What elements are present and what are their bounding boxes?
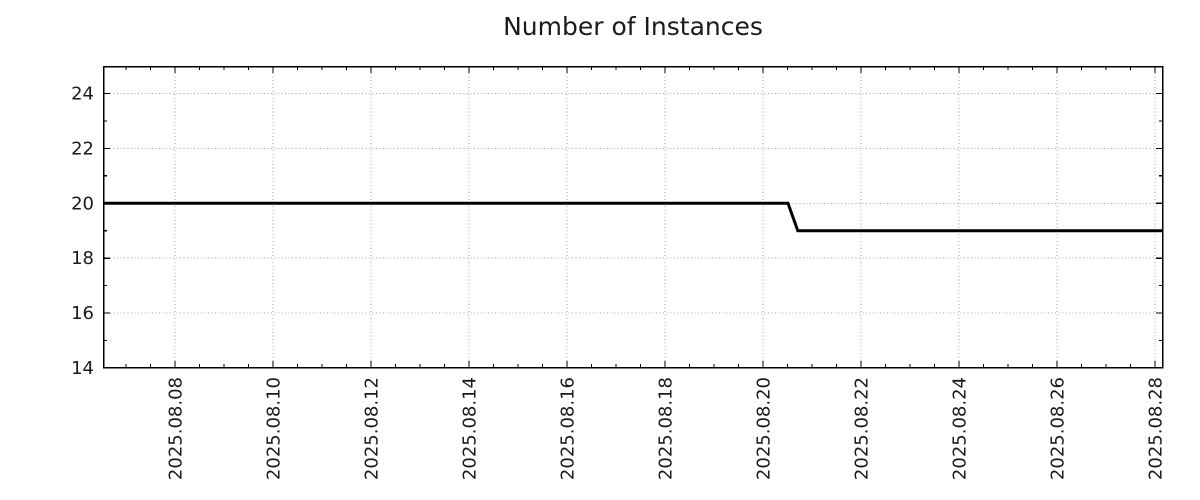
x-tick-label: 2025.08.12 bbox=[361, 377, 382, 480]
y-tick-label: 18 bbox=[71, 248, 94, 269]
plot-border bbox=[102, 65, 1164, 369]
x-tick-label: 2025.08.28 bbox=[1146, 377, 1167, 480]
data-line-instances bbox=[103, 201, 1163, 233]
chart-title: Number of Instances bbox=[503, 12, 763, 41]
y-tick-label: 16 bbox=[71, 303, 94, 324]
y-tick-label: 20 bbox=[71, 193, 94, 214]
x-tick-label: 2025.08.08 bbox=[165, 377, 186, 480]
x-tick-label: 2025.08.20 bbox=[754, 377, 775, 480]
x-tick-label: 2025.08.22 bbox=[852, 377, 873, 480]
y-tick-label: 14 bbox=[71, 358, 94, 379]
x-tick-label: 2025.08.10 bbox=[263, 377, 284, 480]
x-tick-label: 2025.08.18 bbox=[655, 377, 676, 480]
y-tick-label: 24 bbox=[71, 83, 94, 104]
y-tick-label: 22 bbox=[71, 138, 94, 159]
x-tick-label: 2025.08.24 bbox=[950, 377, 971, 480]
x-tick-label: 2025.08.26 bbox=[1048, 377, 1069, 480]
x-tick-label: 2025.08.14 bbox=[459, 377, 480, 480]
x-tick-label: 2025.08.16 bbox=[557, 377, 578, 480]
